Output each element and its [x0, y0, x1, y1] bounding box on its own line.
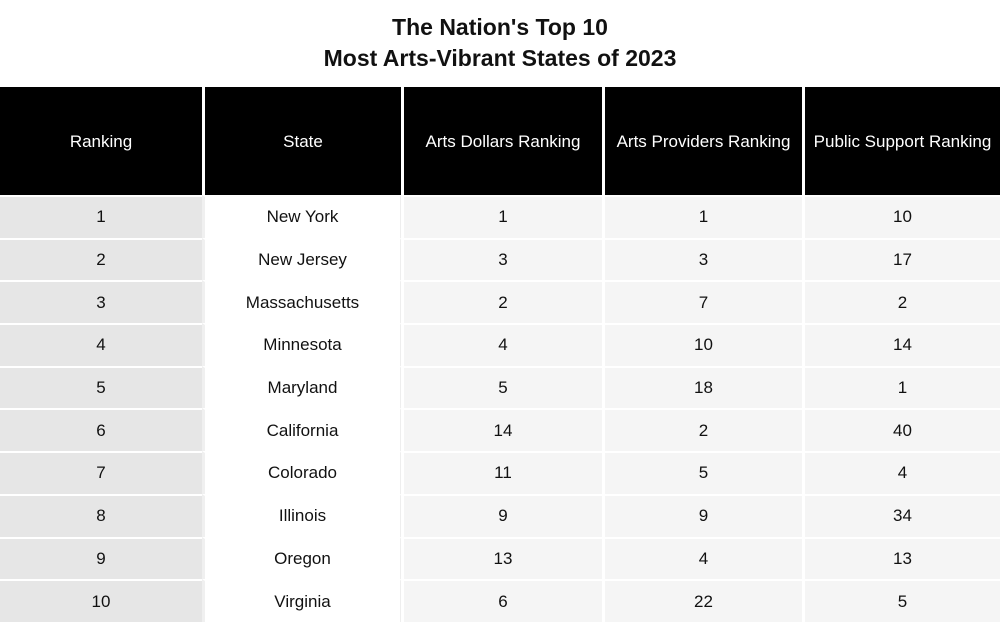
cell-ranking: 3: [0, 280, 202, 324]
cell-arts-dollars: 3: [401, 237, 602, 281]
cell-arts-dollars: 6: [401, 579, 602, 622]
cell-arts-providers: 2: [602, 408, 802, 452]
cell-public-support: 1: [802, 365, 1000, 409]
cell-ranking: 4: [0, 323, 202, 366]
cell-arts-providers: 4: [602, 536, 802, 580]
table-row: 3 Massachusetts 2 7 2: [0, 280, 1000, 324]
cell-public-support: 10: [802, 195, 1000, 238]
column-header-ranking: Ranking: [0, 87, 202, 195]
table-row: 2 New Jersey 3 3 17: [0, 237, 1000, 281]
table-row: 10 Virginia 6 22 5: [0, 579, 1000, 622]
cell-state: New York: [202, 195, 401, 238]
cell-public-support: 34: [802, 493, 1000, 537]
cell-arts-providers: 10: [602, 323, 802, 366]
table-body: 1 New York 1 1 10 2 New Jersey 3 3 17 3 Massachuset…: [0, 195, 1000, 622]
chart-title: The Nation's Top 10 Most Arts-Vibrant St…: [0, 0, 1000, 76]
cell-arts-providers: 9: [602, 493, 802, 537]
cell-state: Virginia: [202, 579, 401, 622]
table-row: 7 Colorado 11 5 4: [0, 451, 1000, 494]
cell-state: Maryland: [202, 365, 401, 409]
cell-ranking: 2: [0, 237, 202, 281]
cell-arts-dollars: 11: [401, 451, 602, 494]
table-row: 5 Maryland 5 18 1: [0, 365, 1000, 409]
cell-arts-dollars: 4: [401, 323, 602, 366]
cell-ranking: 6: [0, 408, 202, 452]
cell-arts-dollars: 1: [401, 195, 602, 238]
cell-arts-dollars: 14: [401, 408, 602, 452]
cell-arts-dollars: 13: [401, 536, 602, 580]
column-header-arts-dollars: Arts Dollars Ranking: [401, 87, 602, 195]
table-row: 6 California 14 2 40: [0, 408, 1000, 452]
cell-ranking: 1: [0, 195, 202, 238]
cell-ranking: 7: [0, 451, 202, 494]
cell-ranking: 5: [0, 365, 202, 409]
cell-state: Minnesota: [202, 323, 401, 366]
table-header-row: Ranking State Arts Dollars Ranking Arts …: [0, 87, 1000, 195]
chart-title-line-2: Most Arts-Vibrant States of 2023: [323, 45, 677, 71]
column-header-public-support: Public Support Ranking: [802, 87, 1000, 195]
cell-ranking: 8: [0, 493, 202, 537]
cell-public-support: 40: [802, 408, 1000, 452]
cell-state: Illinois: [202, 493, 401, 537]
cell-arts-providers: 3: [602, 237, 802, 281]
cell-public-support: 2: [802, 280, 1000, 324]
cell-ranking: 10: [0, 579, 202, 622]
column-header-state: State: [202, 87, 401, 195]
cell-arts-providers: 22: [602, 579, 802, 622]
column-header-arts-providers: Arts Providers Ranking: [602, 87, 802, 195]
cell-state: Colorado: [202, 451, 401, 494]
cell-state: New Jersey: [202, 237, 401, 281]
cell-arts-providers: 7: [602, 280, 802, 324]
table-row: 8 Illinois 9 9 34: [0, 493, 1000, 537]
cell-state: Oregon: [202, 536, 401, 580]
cell-state: California: [202, 408, 401, 452]
cell-public-support: 17: [802, 237, 1000, 281]
cell-arts-dollars: 9: [401, 493, 602, 537]
cell-arts-providers: 18: [602, 365, 802, 409]
cell-public-support: 13: [802, 536, 1000, 580]
cell-arts-providers: 1: [602, 195, 802, 238]
cell-public-support: 5: [802, 579, 1000, 622]
table-row: 9 Oregon 13 4 13: [0, 536, 1000, 580]
rankings-table: Ranking State Arts Dollars Ranking Arts …: [0, 87, 1000, 622]
cell-ranking: 9: [0, 536, 202, 580]
chart-title-line-1: The Nation's Top 10: [392, 14, 608, 40]
table-row: 1 New York 1 1 10: [0, 195, 1000, 238]
cell-public-support: 14: [802, 323, 1000, 366]
cell-arts-providers: 5: [602, 451, 802, 494]
cell-public-support: 4: [802, 451, 1000, 494]
cell-arts-dollars: 5: [401, 365, 602, 409]
table-row: 4 Minnesota 4 10 14: [0, 323, 1000, 366]
cell-arts-dollars: 2: [401, 280, 602, 324]
cell-state: Massachusetts: [202, 280, 401, 324]
